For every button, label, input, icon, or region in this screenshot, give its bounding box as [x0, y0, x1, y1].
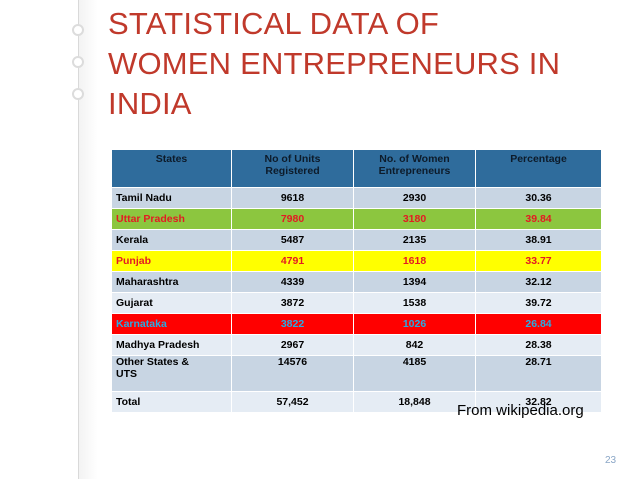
cell-state: Maharashtra — [111, 271, 232, 293]
cell-percentage: 28.71 — [475, 355, 602, 392]
table-row: Gujarat 3872 1538 39.72 — [111, 292, 602, 314]
table-row: Tamil Nadu 9618 2930 30.36 — [111, 187, 602, 209]
cell-units-registered: 14576 — [231, 355, 354, 392]
slide-number: 23 — [605, 455, 617, 466]
header-units-registered: No of Units Registered — [231, 149, 354, 188]
cell-women-entrepreneurs: 1026 — [353, 313, 476, 335]
cell-units-registered: 3822 — [231, 313, 354, 335]
table-row: Maharashtra 4339 1394 32.12 — [111, 271, 602, 293]
header-percentage: Percentage — [475, 149, 602, 188]
cell-state: Uttar Pradesh — [111, 208, 232, 230]
cell-state: Other States & UTS — [111, 355, 232, 392]
cell-women-entrepreneurs: 842 — [353, 334, 476, 356]
header-women-entrepreneurs: No. of Women Entrepreneurs — [353, 149, 476, 188]
cell-women-entrepreneurs: 1618 — [353, 250, 476, 272]
statistics-table: States No of Units Registered No. of Wom… — [111, 149, 602, 413]
cell-state: Tamil Nadu — [111, 187, 232, 209]
table-row: Total 57,452 18,848 32.82 — [111, 391, 602, 413]
margin-shade — [79, 0, 98, 479]
source-note: From wikipedia.org — [457, 402, 584, 419]
cell-percentage: 33.77 — [475, 250, 602, 272]
cell-percentage: 39.72 — [475, 292, 602, 314]
cell-women-entrepreneurs: 4185 — [353, 355, 476, 392]
margin-rule — [78, 0, 79, 479]
cell-percentage: 28.38 — [475, 334, 602, 356]
cell-units-registered: 5487 — [231, 229, 354, 251]
cell-state: Madhya Pradesh — [111, 334, 232, 356]
table-row: Kerala 5487 2135 38.91 — [111, 229, 602, 251]
margin-dot — [72, 56, 84, 68]
cell-women-entrepreneurs: 2930 — [353, 187, 476, 209]
cell-percentage: 30.36 — [475, 187, 602, 209]
table-row: Punjab 4791 1618 33.77 — [111, 250, 602, 272]
table-header-row: States No of Units Registered No. of Wom… — [111, 149, 602, 188]
margin-dot — [72, 24, 84, 36]
cell-state: Gujarat — [111, 292, 232, 314]
cell-state: Total — [111, 391, 232, 413]
slide-title: STATISTICAL DATA OF WOMEN ENTREPRENEURS … — [108, 6, 561, 121]
slide-left-margin — [0, 0, 98, 479]
cell-units-registered: 4339 — [231, 271, 354, 293]
table-row: Uttar Pradesh 7980 3180 39.84 — [111, 208, 602, 230]
table-row: Other States & UTS 14576 4185 28.71 — [111, 355, 602, 392]
cell-percentage: 32.12 — [475, 271, 602, 293]
cell-state: Kerala — [111, 229, 232, 251]
cell-women-entrepreneurs: 1538 — [353, 292, 476, 314]
cell-units-registered: 9618 — [231, 187, 354, 209]
cell-percentage: 38.91 — [475, 229, 602, 251]
cell-women-entrepreneurs: 2135 — [353, 229, 476, 251]
header-states: States — [111, 149, 232, 188]
cell-state: Punjab — [111, 250, 232, 272]
cell-units-registered: 3872 — [231, 292, 354, 314]
cell-units-registered: 57,452 — [231, 391, 354, 413]
cell-women-entrepreneurs: 3180 — [353, 208, 476, 230]
cell-percentage: 26.84 — [475, 313, 602, 335]
cell-units-registered: 7980 — [231, 208, 354, 230]
table-row: Karnataka 3822 1026 26.84 — [111, 313, 602, 335]
cell-units-registered: 4791 — [231, 250, 354, 272]
cell-women-entrepreneurs: 18,848 — [353, 391, 476, 413]
margin-dot — [72, 88, 84, 100]
table-row: Madhya Pradesh 2967 842 28.38 — [111, 334, 602, 356]
cell-units-registered: 2967 — [231, 334, 354, 356]
cell-percentage: 39.84 — [475, 208, 602, 230]
table-body: Tamil Nadu 9618 2930 30.36 Uttar Pradesh 7980… — [111, 187, 602, 413]
cell-women-entrepreneurs: 1394 — [353, 271, 476, 293]
cell-percentage: 32.82 — [475, 391, 602, 413]
cell-state: Karnataka — [111, 313, 232, 335]
